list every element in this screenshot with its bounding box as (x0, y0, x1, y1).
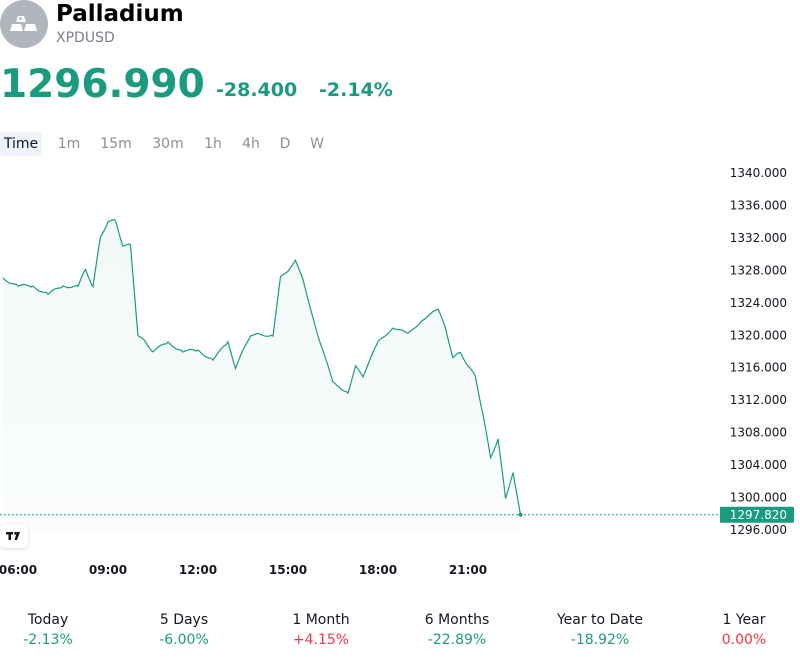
x-tick-label: 21:00 (449, 563, 487, 577)
y-tick-label: 1304.000 (730, 458, 787, 472)
perf-year-to-date[interactable]: Year to Date -18.92% (540, 608, 660, 648)
y-tick-label: 1320.000 (730, 328, 787, 342)
interval-1h[interactable]: 1h (204, 136, 222, 152)
instrument-name: Palladium (56, 1, 184, 27)
y-tick-label: 1328.000 (730, 263, 787, 277)
gold-bars-icon (0, 0, 48, 48)
y-tick-label: 1296.000 (730, 523, 787, 537)
y-tick-label: 1332.000 (730, 231, 787, 245)
perf-value: 0.00% (721, 632, 767, 648)
perf-1-month[interactable]: 1 Month +4.15% (261, 608, 381, 648)
interval-week[interactable]: W (310, 136, 324, 152)
perf-label: 6 Months (424, 612, 490, 628)
perf-label: Year to Date (556, 612, 644, 628)
perf-label: 1 Month (292, 612, 350, 628)
x-tick-label: 09:00 (89, 563, 127, 577)
last-price: 1296.990 (0, 62, 205, 107)
perf-1-year[interactable]: 1 Year 0.00% (684, 608, 800, 648)
perf-5-days[interactable]: 5 Days -6.00% (124, 608, 244, 648)
y-tick-label: 1324.000 (730, 296, 787, 310)
y-tick-label: 1340.000 (730, 166, 787, 180)
last-value-badge (720, 506, 794, 523)
tradingview-logo-icon[interactable] (0, 524, 28, 548)
perf-value: +4.15% (292, 632, 350, 648)
x-tick-label: 06:00 (0, 563, 37, 577)
perf-label: Today (27, 612, 69, 628)
perf-6-months[interactable]: 6 Months -22.89% (397, 608, 517, 648)
interval-30m[interactable]: 30m (152, 136, 184, 152)
perf-value: -22.89% (427, 632, 487, 648)
interval-1m[interactable]: 1m (57, 136, 81, 152)
interval-4h[interactable]: 4h (242, 136, 260, 152)
last-price-dot (518, 512, 523, 517)
x-tick-label: 18:00 (359, 563, 397, 577)
x-tick-label: 15:00 (269, 563, 307, 577)
perf-label: 1 Year (722, 612, 766, 628)
perf-value: -18.92% (570, 632, 630, 648)
price-chart[interactable]: 1340.000 1336.000 1332.000 1328.000 1324.000… (0, 160, 800, 590)
instrument-symbol: XPDUSD (56, 30, 115, 46)
perf-label: 5 Days (159, 612, 209, 628)
interval-day[interactable]: D (279, 136, 291, 152)
interval-15m[interactable]: 15m (100, 136, 132, 152)
price-change: -28.400 (216, 79, 298, 101)
y-tick-label: 1312.000 (730, 393, 787, 407)
performance-bar: Today -2.13% 5 Days -6.00% 1 Month +4.15… (0, 608, 800, 654)
y-tick-label: 1308.000 (730, 426, 787, 440)
x-tick-label: 12:00 (179, 563, 217, 577)
perf-value: -2.13% (23, 632, 73, 648)
y-tick-label: 1300.000 (730, 491, 787, 505)
price-series-line (2, 219, 522, 515)
interval-time[interactable]: Time (0, 132, 42, 156)
instrument-header: Palladium XPDUSD (0, 0, 800, 60)
chart-area-fill (3, 219, 521, 532)
perf-today[interactable]: Today -2.13% (0, 608, 108, 648)
last-value-label: 1297.820 (730, 508, 787, 522)
perf-value: -6.00% (159, 632, 209, 648)
y-tick-label: 1336.000 (730, 198, 787, 212)
y-tick-label: 1316.000 (730, 361, 787, 375)
price-change-percent: -2.14% (319, 79, 393, 101)
